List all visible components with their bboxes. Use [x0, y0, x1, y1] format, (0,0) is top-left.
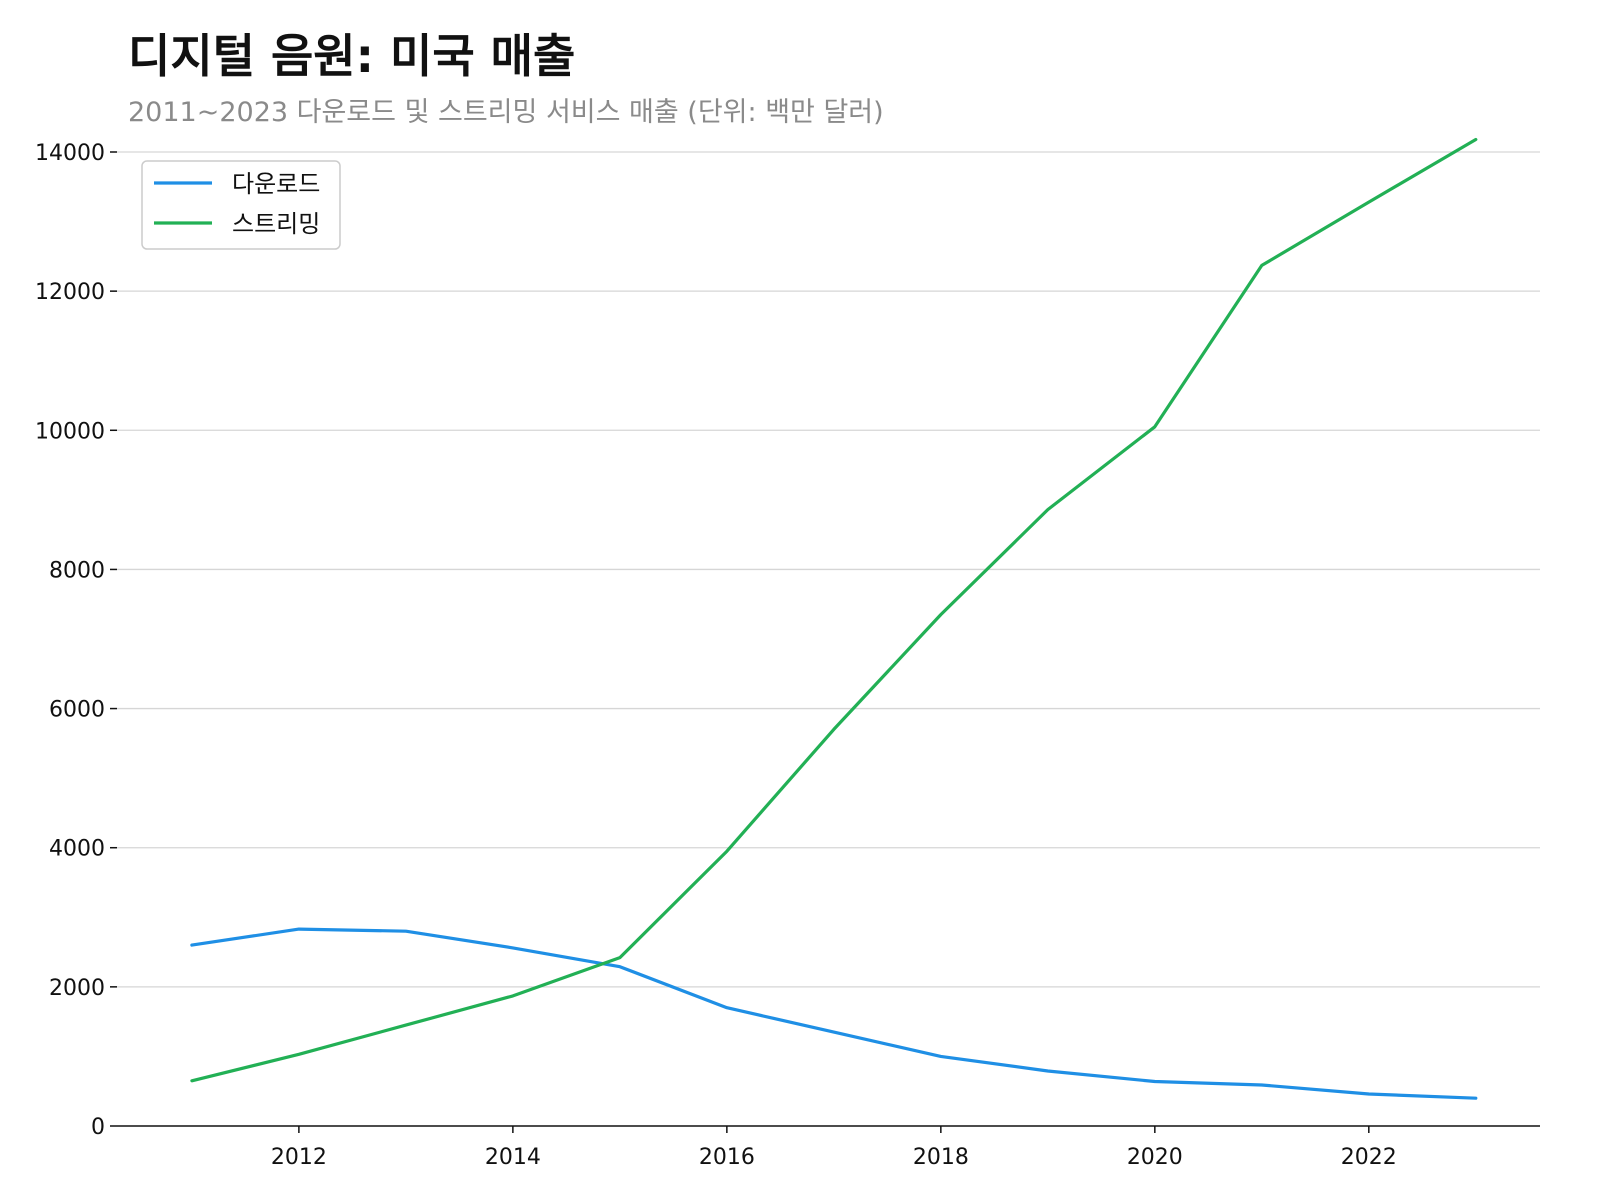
y-tick-label: 14000: [35, 141, 105, 166]
chart-title: 디지털 음원: 미국 매출: [128, 29, 576, 83]
chart-subtitle: 2011~2023 다운로드 및 스트리밍 서비스 매출 (단위: 백만 달러): [128, 97, 884, 128]
series-line-downloads: [190, 927, 1478, 1100]
y-tick-label: 8000: [49, 558, 105, 583]
y-tick-label: 6000: [49, 698, 105, 723]
y-tick-label: 2000: [49, 976, 105, 1001]
legend-label: 다운로드: [232, 170, 320, 198]
series-lines: [190, 137, 1478, 1100]
y-tick-label: 10000: [35, 419, 105, 444]
x-tick-label: 2016: [699, 1145, 755, 1170]
x-tick-label: 2022: [1341, 1145, 1397, 1170]
x-tick-label: 2014: [485, 1145, 541, 1170]
x-axis: 2012 2014 2016 2018 2020 2022: [117, 1125, 1540, 1170]
y-axis: 0 2000 4000 6000 8000 10000 12000 14000: [35, 141, 117, 1140]
gridlines: [117, 151, 1540, 988]
x-tick-label: 2020: [1127, 1145, 1183, 1170]
x-tick-label: 2018: [913, 1145, 969, 1170]
x-tick-label: 2012: [271, 1145, 327, 1170]
y-tick-label: 12000: [35, 280, 105, 305]
y-tick-label: 0: [91, 1115, 105, 1140]
legend-label: 스트리밍: [232, 210, 320, 238]
y-tick-label: 4000: [49, 837, 105, 862]
series-line-streaming: [190, 137, 1478, 1083]
